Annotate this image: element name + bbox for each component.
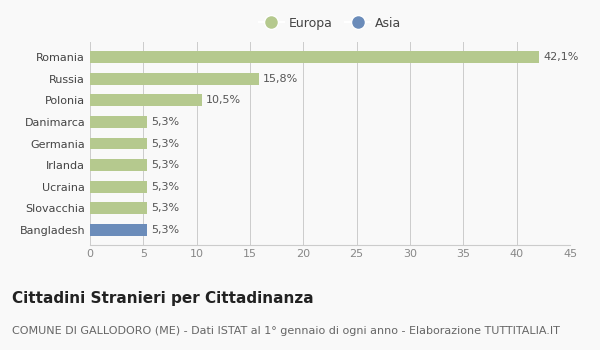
Text: 10,5%: 10,5% [206, 95, 241, 105]
Bar [90, 51, 539, 63]
Bar [90, 181, 146, 192]
Text: 5,3%: 5,3% [151, 182, 179, 192]
Text: 5,3%: 5,3% [151, 203, 179, 213]
Text: 5,3%: 5,3% [151, 117, 179, 127]
Text: 42,1%: 42,1% [544, 52, 579, 62]
Text: 5,3%: 5,3% [151, 139, 179, 148]
Text: COMUNE DI GALLODORO (ME) - Dati ISTAT al 1° gennaio di ogni anno - Elaborazione : COMUNE DI GALLODORO (ME) - Dati ISTAT al… [12, 326, 560, 336]
Bar [90, 202, 146, 214]
Text: 5,3%: 5,3% [151, 160, 179, 170]
Legend: Europa, Asia: Europa, Asia [254, 12, 406, 35]
Bar [90, 138, 146, 149]
Bar [90, 159, 146, 171]
Bar [90, 94, 202, 106]
Text: 15,8%: 15,8% [263, 74, 298, 84]
Text: 5,3%: 5,3% [151, 225, 179, 235]
Bar [90, 73, 259, 85]
Text: Cittadini Stranieri per Cittadinanza: Cittadini Stranieri per Cittadinanza [12, 290, 314, 306]
Bar [90, 224, 146, 236]
Bar [90, 116, 146, 128]
